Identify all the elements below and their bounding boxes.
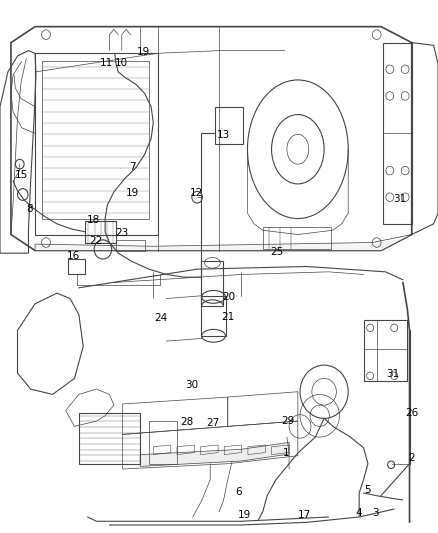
Bar — [383, 43, 412, 224]
Bar — [116, 240, 145, 251]
Polygon shape — [35, 235, 412, 251]
Text: 30: 30 — [185, 380, 198, 390]
Text: 23: 23 — [115, 228, 128, 238]
Polygon shape — [140, 442, 289, 466]
Text: 8: 8 — [26, 205, 33, 214]
Bar — [35, 53, 158, 235]
Bar — [364, 320, 407, 381]
Text: 19: 19 — [238, 510, 251, 520]
Text: 4: 4 — [355, 508, 362, 518]
Text: 19: 19 — [126, 189, 139, 198]
Text: 27: 27 — [207, 418, 220, 427]
Text: 12: 12 — [190, 189, 203, 198]
Text: 15: 15 — [15, 170, 28, 180]
Text: 28: 28 — [180, 417, 194, 427]
Bar — [68, 259, 85, 274]
Bar — [79, 413, 140, 464]
Text: 16: 16 — [67, 251, 80, 261]
Text: 2: 2 — [408, 454, 415, 463]
Text: 19: 19 — [137, 47, 150, 56]
Bar — [42, 61, 149, 219]
Text: 1: 1 — [283, 448, 290, 457]
Bar — [263, 227, 331, 249]
Text: 22: 22 — [90, 236, 103, 246]
Bar — [201, 296, 226, 336]
Text: 31: 31 — [393, 194, 406, 204]
Text: 20: 20 — [223, 293, 236, 302]
Text: 3: 3 — [372, 508, 379, 518]
Text: 29: 29 — [281, 416, 294, 425]
Text: 6: 6 — [235, 488, 242, 497]
Text: 7: 7 — [129, 162, 136, 172]
Text: 5: 5 — [364, 485, 371, 495]
Bar — [0, 259, 438, 533]
Bar — [215, 107, 243, 144]
Text: 26: 26 — [405, 408, 418, 418]
Text: 24: 24 — [155, 313, 168, 322]
Bar — [149, 421, 177, 464]
Text: 17: 17 — [298, 510, 311, 520]
Text: 31: 31 — [386, 369, 399, 379]
Text: 11: 11 — [100, 58, 113, 68]
Bar — [201, 261, 223, 306]
Text: 18: 18 — [87, 215, 100, 225]
Bar — [85, 221, 116, 243]
Text: 21: 21 — [221, 312, 234, 322]
Text: 25: 25 — [270, 247, 283, 256]
Text: 10: 10 — [115, 58, 128, 68]
Text: 13: 13 — [217, 130, 230, 140]
